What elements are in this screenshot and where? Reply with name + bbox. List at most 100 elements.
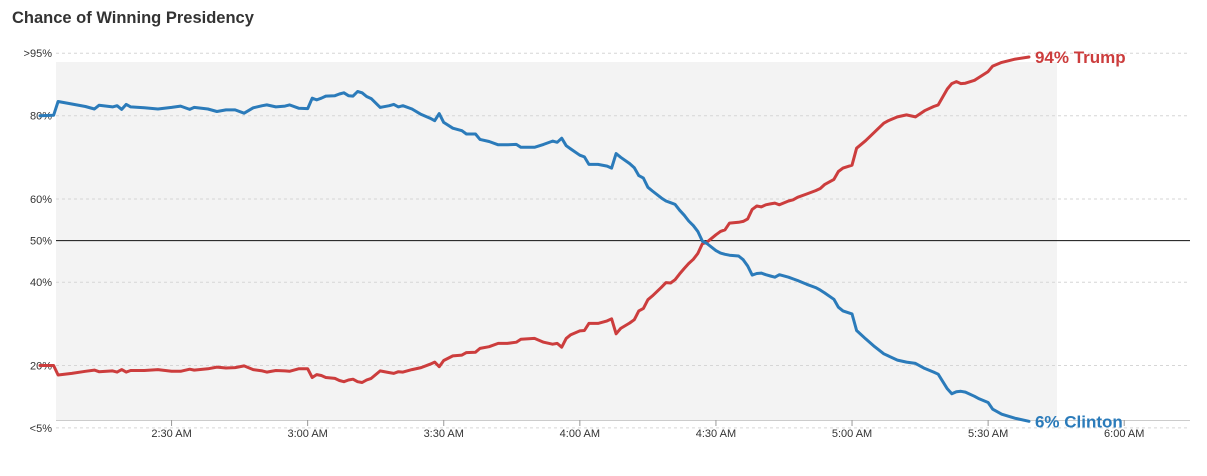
data-point-clinton [610,166,613,170]
data-point-trump [297,367,300,370]
data-point-trump [351,378,355,381]
data-point-trump [664,281,668,284]
data-point-clinton [932,370,935,374]
data-point-trump [596,322,600,325]
data-point-clinton [438,112,441,115]
data-point-trump [692,258,695,261]
data-point-trump [474,351,477,354]
data-point-clinton [728,254,731,257]
data-point-trump [356,380,359,383]
data-point-trump [701,242,704,246]
data-point-clinton [678,209,681,212]
data-point-trump [252,368,255,371]
x-tick-label: 3:30 AM [424,428,464,440]
data-point-clinton [764,273,767,276]
data-point-clinton [719,251,722,255]
data-point-trump [882,122,885,125]
data-point-clinton [397,105,400,109]
data-point-clinton [850,312,854,316]
data-point-trump [392,372,395,375]
data-point-trump [619,327,622,330]
data-point-clinton [288,103,291,107]
data-point-trump [115,370,119,374]
data-point-clinton [392,103,395,106]
data-point-clinton [628,162,631,165]
data-point-trump [614,332,618,335]
data-point-clinton [773,276,777,279]
data-point-trump [723,228,727,231]
data-point-clinton [261,104,264,107]
data-point-clinton [814,286,817,289]
data-point-trump [519,338,523,341]
data-point-clinton [873,345,876,348]
data-point-trump [642,307,645,310]
data-point-trump [84,370,87,373]
data-point-clinton [769,274,772,278]
data-point-trump [864,139,867,142]
data-point-clinton [578,154,581,157]
data-point-clinton [569,147,572,151]
data-point-clinton [428,117,432,120]
data-point-clinton [841,309,845,313]
data-point-trump [206,367,210,370]
data-point-trump [855,147,858,150]
data-point-trump [628,321,631,325]
data-point-clinton [70,102,74,106]
data-point-clinton [737,254,740,258]
data-point-clinton [746,264,749,268]
data-point-clinton [837,306,840,309]
data-point-clinton [506,143,509,146]
data-point-trump [923,109,926,112]
data-point-trump [465,351,468,354]
data-point-clinton [619,156,622,159]
data-point-trump [769,202,772,206]
data-point-clinton [315,98,318,102]
data-point-clinton [451,127,454,130]
data-point-clinton [84,105,87,108]
x-tick-label: 4:00 AM [560,428,600,440]
data-point-trump [673,278,677,281]
data-point-clinton [533,146,536,149]
data-point-trump [950,82,953,85]
data-point-trump [946,87,949,91]
data-point-trump [451,354,454,358]
data-point-trump [678,272,681,276]
data-point-clinton [556,141,559,144]
data-point-trump [1014,57,1017,61]
data-point-clinton [660,196,663,200]
data-point-clinton [705,242,709,245]
data-point-clinton [433,119,436,122]
data-point-clinton [914,362,917,365]
data-point-clinton [683,214,686,217]
data-point-clinton [646,186,650,189]
data-point-clinton [242,112,246,115]
data-point-clinton [587,163,591,166]
data-point-trump [905,113,908,117]
data-point-clinton [950,392,953,395]
data-point-trump [460,353,464,357]
data-point-clinton [823,291,826,295]
y-tick-label: >95% [24,48,53,60]
data-point-clinton [283,104,287,108]
data-point-clinton [991,408,994,411]
data-point-trump [311,376,314,379]
data-point-clinton [265,103,268,107]
data-point-trump [156,368,160,371]
data-point-clinton [778,273,781,276]
data-point-trump [193,368,196,372]
data-point-clinton [986,401,990,404]
data-point-trump [320,374,323,377]
data-point-trump [714,233,718,236]
data-point-trump [751,208,754,211]
data-point-clinton [673,203,677,206]
data-point-clinton [474,132,477,136]
data-point-trump [365,378,368,382]
data-point-trump [873,130,876,134]
y-tick-label: 50% [30,236,52,248]
data-point-trump [125,370,128,374]
data-point-clinton [1014,417,1017,420]
data-point-trump [233,366,237,369]
data-point-clinton [819,288,822,292]
y-tick-label: <5% [30,423,53,435]
data-point-clinton [311,97,314,100]
